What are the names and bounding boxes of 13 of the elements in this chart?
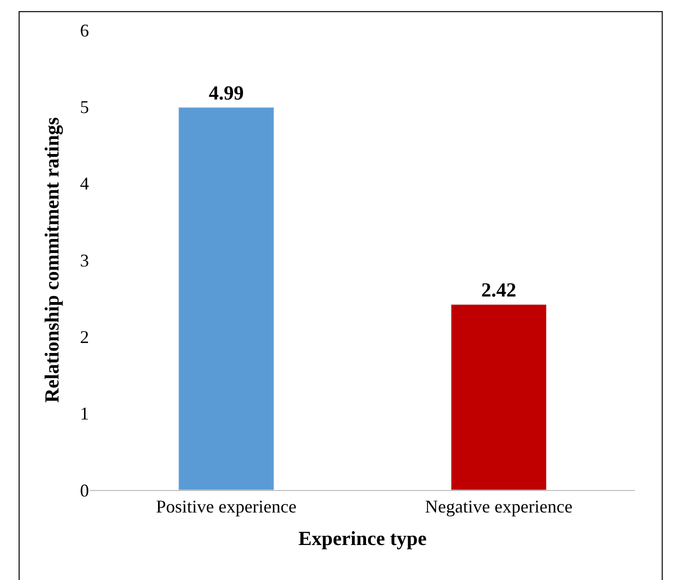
data-label: 4.99 <box>208 82 244 104</box>
x-axis-title: Experince type <box>298 528 427 550</box>
x-tick-label: Positive experience <box>156 496 296 517</box>
y-tick-label: 0 <box>80 480 89 500</box>
y-tick-label: 3 <box>80 250 89 270</box>
y-tick-label: 1 <box>80 404 89 424</box>
data-label: 2.42 <box>481 279 516 302</box>
y-tick-label: 2 <box>80 326 89 347</box>
y-tick-label: 5 <box>80 96 89 117</box>
y-tick-label: 4 <box>80 174 89 194</box>
y-tick-label: 6 <box>80 20 89 40</box>
x-tick-label: Negative experience <box>425 496 572 517</box>
y-axis-title: Relationship commitment ratings <box>42 117 64 403</box>
